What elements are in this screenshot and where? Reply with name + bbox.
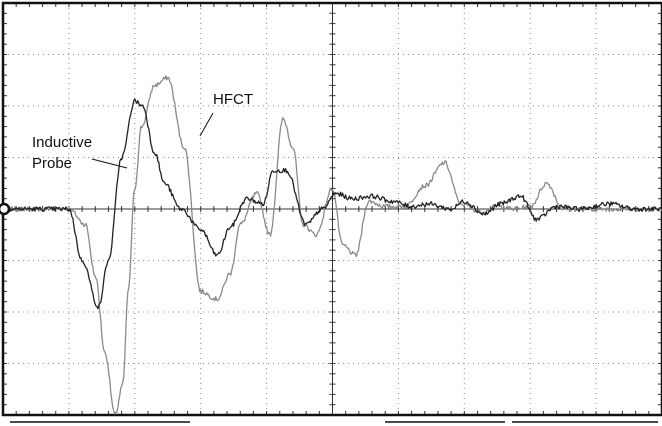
trace-hfct <box>2 75 662 415</box>
ground-marker <box>0 202 11 216</box>
trace-inductive-probe <box>2 98 662 310</box>
annotation-hfct-leader <box>199 112 214 137</box>
ground-marker-circle <box>0 202 11 216</box>
traces <box>2 75 662 415</box>
annotation-inductive-probe-line1: Inductive <box>32 134 92 151</box>
annotation-inductive-probe-line2: Probe <box>32 155 72 172</box>
annotation-hfct: HFCT <box>213 91 253 108</box>
annotation-inductive-probe-leader <box>91 158 128 169</box>
